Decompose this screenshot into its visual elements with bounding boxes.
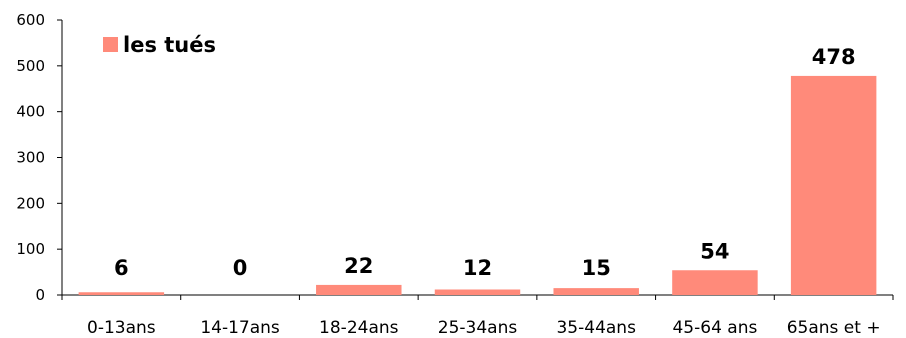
data-label: 15 (582, 256, 611, 280)
y-tick-label: 500 (16, 57, 45, 75)
x-tick-label: 18-24ans (319, 318, 399, 338)
data-label: 0 (233, 256, 248, 280)
axes: 0 100 200 300 400 500 600 (16, 11, 894, 304)
data-label: 22 (344, 254, 373, 278)
legend-swatch (103, 37, 118, 52)
bars (78, 75, 877, 296)
bar (316, 284, 402, 295)
x-tick-label: 0-13ans (87, 318, 156, 338)
bar (78, 292, 165, 295)
legend: les tués (103, 33, 216, 57)
bar (434, 289, 521, 295)
x-tick-label: 65ans et + (787, 318, 881, 338)
x-tick-label: 25-34ans (438, 318, 518, 338)
data-label: 12 (463, 256, 492, 280)
x-tick-label: 35-44ans (556, 318, 636, 338)
data-label: 6 (114, 256, 129, 280)
bar (672, 270, 758, 295)
bar (790, 75, 877, 296)
y-tick-label: 400 (16, 103, 45, 121)
bar (553, 288, 639, 295)
y-tick-label: 600 (16, 11, 45, 29)
y-tick-label: 100 (16, 240, 45, 258)
x-tick-label: 14-17ans (200, 318, 280, 338)
y-tick-label: 300 (16, 149, 45, 167)
data-label: 54 (700, 239, 729, 263)
labels: 0-13ans 6 14-17ans 0 18-24ans 22 25-34ans 12 35-… (87, 45, 881, 338)
y-tick-label: 200 (16, 194, 45, 212)
y-tick-label: 0 (35, 286, 45, 304)
x-tick-label: 45-64 ans (672, 318, 757, 338)
data-label: 478 (812, 45, 856, 69)
legend-label: les tués (123, 33, 216, 57)
